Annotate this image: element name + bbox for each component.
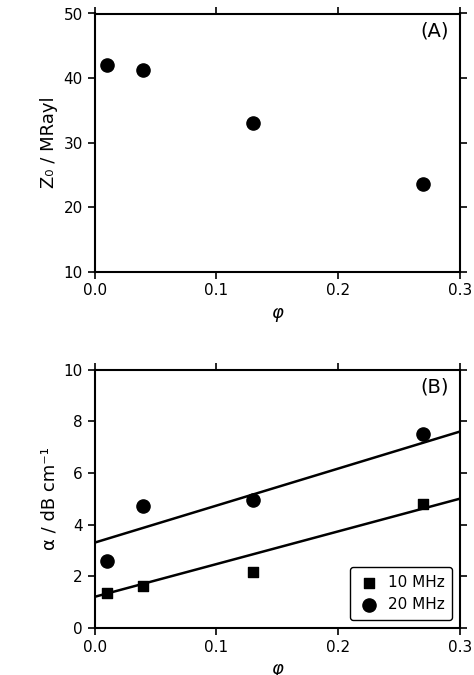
Point	[103, 59, 111, 70]
Text: (A): (A)	[420, 21, 449, 40]
Legend: 10 MHz, 20 MHz: 10 MHz, 20 MHz	[349, 567, 452, 620]
Point	[419, 179, 427, 190]
X-axis label: φ: φ	[271, 304, 283, 322]
X-axis label: φ: φ	[271, 660, 283, 675]
20 MHz	[140, 501, 147, 512]
10 MHz	[140, 581, 147, 592]
Text: (B): (B)	[420, 377, 449, 396]
10 MHz	[419, 498, 427, 509]
Point	[249, 117, 257, 128]
20 MHz	[249, 495, 257, 506]
20 MHz	[103, 556, 111, 566]
Y-axis label: Z₀ / MRayl: Z₀ / MRayl	[40, 97, 58, 188]
Point	[140, 65, 147, 76]
20 MHz	[419, 429, 427, 439]
10 MHz	[249, 567, 257, 578]
Y-axis label: α / dB cm⁻¹: α / dB cm⁻¹	[40, 448, 58, 550]
10 MHz	[103, 587, 111, 598]
